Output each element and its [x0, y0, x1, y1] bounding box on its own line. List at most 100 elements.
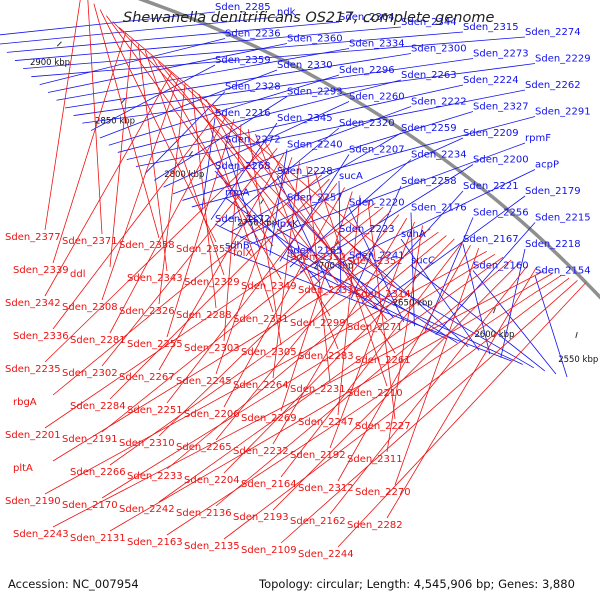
- forward-gene-label[interactable]: Sden_2215: [535, 213, 591, 224]
- reverse-gene-label[interactable]: Sden_2245: [176, 376, 232, 387]
- reverse-gene-label[interactable]: Sden_2342: [5, 298, 61, 309]
- forward-gene-label[interactable]: Sden_2364: [339, 12, 395, 23]
- forward-gene-label[interactable]: ndk: [277, 7, 296, 18]
- reverse-gene-label[interactable]: Sden_2247: [298, 417, 354, 428]
- reverse-gene-label[interactable]: Sden_2343: [127, 273, 183, 284]
- reverse-gene-label[interactable]: Sden_2288: [176, 310, 232, 321]
- reverse-gene-label[interactable]: Sden_2170: [62, 500, 118, 511]
- forward-gene-label[interactable]: rrmA: [225, 188, 250, 199]
- forward-gene-label[interactable]: Sden_2360: [287, 34, 343, 45]
- reverse-gene-label[interactable]: Sden_2163: [127, 537, 183, 548]
- reverse-gene-label[interactable]: Sden_2299: [290, 318, 346, 329]
- reverse-gene-label[interactable]: Sden_2282: [347, 520, 403, 531]
- reverse-gene-label[interactable]: Sden_2243: [13, 529, 69, 540]
- reverse-gene-label[interactable]: Sden_2305: [241, 347, 297, 358]
- forward-gene-label[interactable]: Sden_2221: [463, 181, 519, 192]
- forward-gene-label[interactable]: Sden_2274: [525, 27, 581, 38]
- forward-gene-label[interactable]: Sden_2293: [287, 87, 343, 98]
- reverse-gene-label[interactable]: Sden_2235: [5, 364, 61, 375]
- forward-gene-label[interactable]: Sden_2260: [349, 92, 405, 103]
- reverse-gene-label[interactable]: Sden_2269: [241, 413, 297, 424]
- reverse-gene-label[interactable]: Sden_2336: [13, 331, 69, 342]
- forward-gene-label[interactable]: Sden_2228: [277, 166, 333, 177]
- forward-gene-label[interactable]: Sden_2222: [411, 97, 467, 108]
- reverse-gene-label[interactable]: Sden_2339: [13, 265, 69, 276]
- forward-gene-label[interactable]: Sden_2241: [349, 251, 405, 262]
- reverse-gene-label[interactable]: Sden_2210: [347, 388, 403, 399]
- reverse-gene-label[interactable]: Sden_2251: [127, 405, 183, 416]
- reverse-gene-label[interactable]: folX: [233, 248, 252, 259]
- reverse-gene-label[interactable]: Sden_2326: [119, 306, 175, 317]
- forward-gene-label[interactable]: Sden_2167: [463, 234, 519, 245]
- reverse-gene-label[interactable]: Sden_2311: [347, 454, 403, 465]
- reverse-gene-label[interactable]: Sden_2227: [355, 421, 411, 432]
- reverse-gene-label[interactable]: pltA: [13, 463, 33, 474]
- reverse-gene-label[interactable]: rbgA: [13, 397, 37, 408]
- forward-gene-label[interactable]: Sden_2344: [401, 17, 457, 28]
- reverse-gene-label[interactable]: Sden_2331: [233, 314, 289, 325]
- reverse-gene-label[interactable]: Sden_2231: [290, 384, 346, 395]
- reverse-gene-label[interactable]: Sden_2135: [184, 541, 240, 552]
- reverse-gene-label[interactable]: Sden_2270: [355, 487, 411, 498]
- forward-gene-label[interactable]: Sden_2334: [349, 39, 405, 50]
- forward-gene-label[interactable]: Sden_2240: [287, 140, 343, 151]
- reverse-gene-label[interactable]: Sden_2302: [62, 368, 118, 379]
- reverse-gene-label[interactable]: Sden_2232: [233, 446, 289, 457]
- reverse-gene-label[interactable]: Sden_2206: [184, 409, 240, 420]
- reverse-gene-label[interactable]: Sden_2190: [5, 496, 61, 507]
- reverse-gene-label[interactable]: Sden_2349: [241, 281, 297, 292]
- forward-gene-label[interactable]: Sden_2330: [277, 60, 333, 71]
- forward-gene-label[interactable]: Sden_2176: [411, 203, 467, 214]
- forward-gene-label[interactable]: Sden_2315: [463, 22, 519, 33]
- reverse-gene-label[interactable]: Sden_2162: [290, 516, 346, 527]
- reverse-gene-label[interactable]: Sden_2255: [127, 339, 183, 350]
- forward-gene-label[interactable]: Sden_2223: [339, 224, 395, 235]
- reverse-gene-label[interactable]: Sden_2261: [355, 355, 411, 366]
- reverse-gene-label[interactable]: Sden_2244: [298, 549, 354, 560]
- forward-gene-label[interactable]: Sden_2320: [339, 118, 395, 129]
- reverse-gene-label[interactable]: Sden_2193: [233, 512, 289, 523]
- forward-gene-label[interactable]: Sden_2257: [287, 193, 343, 204]
- reverse-gene-label[interactable]: ddl: [70, 269, 85, 280]
- forward-gene-label[interactable]: Sden_2359: [215, 55, 271, 66]
- forward-gene-label[interactable]: Sden_2179: [525, 186, 581, 197]
- reverse-gene-label[interactable]: Sden_2314: [355, 289, 411, 300]
- forward-gene-label[interactable]: Sden_2300: [411, 44, 467, 55]
- forward-gene-label[interactable]: sucC: [411, 256, 435, 267]
- forward-gene-label[interactable]: Sden_2218: [525, 239, 581, 250]
- reverse-gene-label[interactable]: Sden_2267: [119, 372, 175, 383]
- reverse-gene-label[interactable]: Sden_2310: [119, 438, 175, 449]
- reverse-gene-label[interactable]: Sden_2358: [119, 240, 175, 251]
- forward-gene-label[interactable]: rpmF: [525, 133, 551, 144]
- forward-gene-label[interactable]: lpxK: [277, 219, 299, 230]
- forward-gene-label[interactable]: acpP: [535, 160, 559, 171]
- forward-gene-label[interactable]: Sden_2165: [287, 246, 343, 257]
- reverse-gene-label[interactable]: Sden_2131: [70, 533, 126, 544]
- reverse-gene-label[interactable]: Sden_2109: [241, 545, 297, 556]
- reverse-gene-label[interactable]: Sden_2164: [241, 479, 297, 490]
- reverse-gene-label[interactable]: Sden_2201: [5, 430, 61, 441]
- reverse-gene-label[interactable]: Sden_2353: [176, 244, 232, 255]
- forward-gene-label[interactable]: Sden_2234: [411, 150, 467, 161]
- reverse-gene-label[interactable]: Sden_2271: [347, 322, 403, 333]
- reverse-gene-label[interactable]: Sden_2233: [127, 471, 183, 482]
- forward-gene-label[interactable]: Sden_2259: [401, 123, 457, 134]
- forward-gene-label[interactable]: Sden_2220: [349, 198, 405, 209]
- reverse-gene-label[interactable]: Sden_2242: [119, 504, 175, 515]
- forward-gene-label[interactable]: Sden_2256: [473, 208, 529, 219]
- reverse-gene-label[interactable]: Sden_2281: [70, 335, 126, 346]
- forward-gene-label[interactable]: Sden_2285: [215, 2, 271, 13]
- forward-gene-label[interactable]: sucA: [339, 171, 363, 182]
- reverse-gene-label[interactable]: Sden_2266: [70, 467, 126, 478]
- forward-gene-label[interactable]: Sden_2209: [463, 128, 519, 139]
- reverse-gene-label[interactable]: Sden_2191: [62, 434, 118, 445]
- reverse-gene-label[interactable]: Sden_2283: [298, 351, 354, 362]
- forward-gene-label[interactable]: sdhA: [401, 229, 426, 240]
- forward-gene-label[interactable]: Sden_2328: [225, 82, 281, 93]
- forward-gene-label[interactable]: Sden_2224: [463, 75, 519, 86]
- reverse-gene-label[interactable]: Sden_2264: [233, 380, 289, 391]
- reverse-gene-label[interactable]: Sden_2136: [176, 508, 232, 519]
- reverse-gene-label[interactable]: Sden_2284: [70, 401, 126, 412]
- forward-gene-label[interactable]: Sden_2327: [473, 102, 529, 113]
- forward-gene-label[interactable]: Sden_2216: [215, 108, 271, 119]
